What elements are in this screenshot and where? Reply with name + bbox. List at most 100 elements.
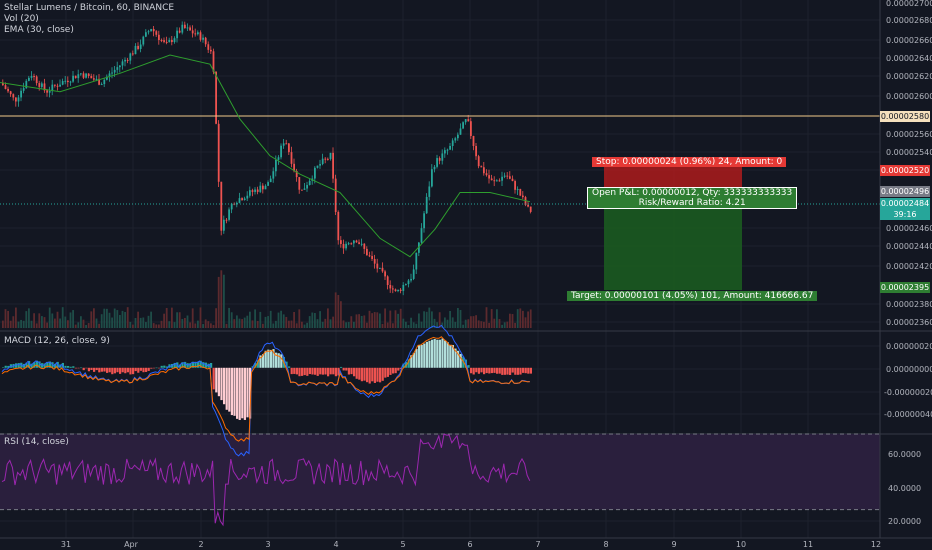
- volume-bar: [230, 312, 233, 328]
- volume-bar: [228, 307, 230, 328]
- macd-bar: [472, 367, 475, 375]
- candle-body: [480, 166, 483, 168]
- macd-bar: [402, 363, 405, 368]
- target-label[interactable]: Target: 0.00000101 (4.05%) 101, Amount: …: [567, 291, 818, 301]
- macd-bar: [470, 367, 473, 374]
- volume-bar: [397, 313, 399, 328]
- volume-bar: [407, 324, 410, 328]
- time-axis-tick: 11: [803, 540, 813, 549]
- volume-bar: [467, 319, 470, 328]
- candle-body: [256, 189, 259, 192]
- volume-bar: [51, 313, 54, 328]
- target-price-tag: 0.00002395: [880, 282, 930, 293]
- volume-bar: [189, 322, 191, 328]
- candle-body: [15, 97, 17, 102]
- macd-bar: [210, 362, 213, 368]
- candle-body: [493, 180, 496, 182]
- volume-bar: [194, 323, 197, 328]
- candle-body: [181, 24, 184, 33]
- volume-bar: [236, 315, 238, 328]
- volume-bar: [511, 314, 514, 328]
- macd-bar: [121, 367, 124, 373]
- volume-bar: [368, 310, 371, 328]
- candle-body: [215, 71, 217, 124]
- volume-bar: [67, 320, 69, 328]
- candle-body: [168, 39, 171, 43]
- macd-bar: [438, 339, 441, 368]
- macd-bar: [394, 367, 397, 374]
- macd-bar: [124, 367, 127, 374]
- macd-bar: [147, 367, 150, 371]
- volume-bar: [2, 320, 4, 328]
- volume-bar: [220, 270, 223, 328]
- candle-body: [246, 195, 249, 199]
- volume-bar: [163, 313, 165, 328]
- price-axis-tick: 0.00002600: [886, 92, 932, 101]
- volume-bar: [327, 308, 329, 328]
- candle-body: [438, 158, 441, 161]
- volume-bar: [85, 324, 87, 328]
- candle-body: [41, 83, 43, 87]
- macd-bar: [116, 367, 119, 373]
- candle-body: [95, 78, 98, 80]
- candle-body: [145, 32, 147, 37]
- volume-bar: [80, 316, 82, 328]
- macd-bar: [415, 348, 418, 368]
- stop-label[interactable]: Stop: 0.00000024 (0.96%) 24, Amount: 0: [592, 157, 787, 167]
- macd-bar: [82, 367, 85, 371]
- candle-body: [467, 119, 470, 122]
- candle-body: [407, 280, 410, 285]
- macd-bar: [327, 367, 330, 377]
- macd-bar: [155, 367, 158, 369]
- volume-bar: [285, 316, 288, 328]
- volume-bar: [181, 318, 184, 328]
- macd-bar: [61, 362, 64, 368]
- volume-bar: [100, 314, 103, 328]
- macd-bar: [259, 355, 262, 368]
- candle-body: [212, 51, 215, 72]
- volume-bar: [137, 311, 139, 328]
- candle-body: [20, 90, 22, 98]
- macd-bar: [74, 367, 77, 369]
- candle-body: [444, 150, 446, 154]
- volume-bar: [72, 310, 74, 328]
- macd-bar: [64, 365, 67, 368]
- candle-body: [522, 195, 524, 198]
- price-axis-tick: 0.00002700: [886, 0, 932, 8]
- candle-body: [238, 198, 241, 203]
- candle-body: [433, 166, 436, 170]
- volume-bar: [485, 307, 488, 328]
- candle-body: [386, 276, 389, 286]
- volume-bar: [282, 314, 285, 328]
- volume-bar: [202, 324, 204, 328]
- macd-bar: [423, 343, 426, 368]
- macd-bar: [519, 367, 522, 375]
- candle-body: [342, 243, 345, 249]
- open-pnl-label[interactable]: Open P&L: 0.00000012, Qty: 333333333333 …: [587, 187, 798, 209]
- volume-bar: [493, 318, 496, 328]
- volume-bar: [46, 322, 48, 328]
- candle-body: [147, 31, 150, 33]
- volume-bar: [48, 307, 51, 328]
- volume-bar: [61, 307, 64, 328]
- macd-bar: [87, 367, 90, 372]
- candle-body: [446, 149, 449, 151]
- rsi-legend: RSI (14, close): [4, 437, 69, 447]
- candle-body: [428, 186, 431, 197]
- candle-body: [384, 271, 386, 277]
- candle-body: [436, 158, 438, 167]
- macd-bar: [267, 349, 270, 368]
- candle-body: [225, 219, 228, 221]
- volume-bar: [334, 292, 337, 328]
- volume-bar: [28, 308, 30, 328]
- rsi-band: [0, 434, 880, 510]
- macd-bar: [316, 367, 319, 376]
- macd-bar: [449, 345, 452, 368]
- candle-body: [282, 143, 285, 146]
- macd-bar: [347, 367, 350, 375]
- time-axis-tick: 31: [61, 540, 71, 549]
- volume-bar: [155, 324, 158, 328]
- candle-body: [184, 24, 186, 29]
- macd-bar: [93, 367, 96, 372]
